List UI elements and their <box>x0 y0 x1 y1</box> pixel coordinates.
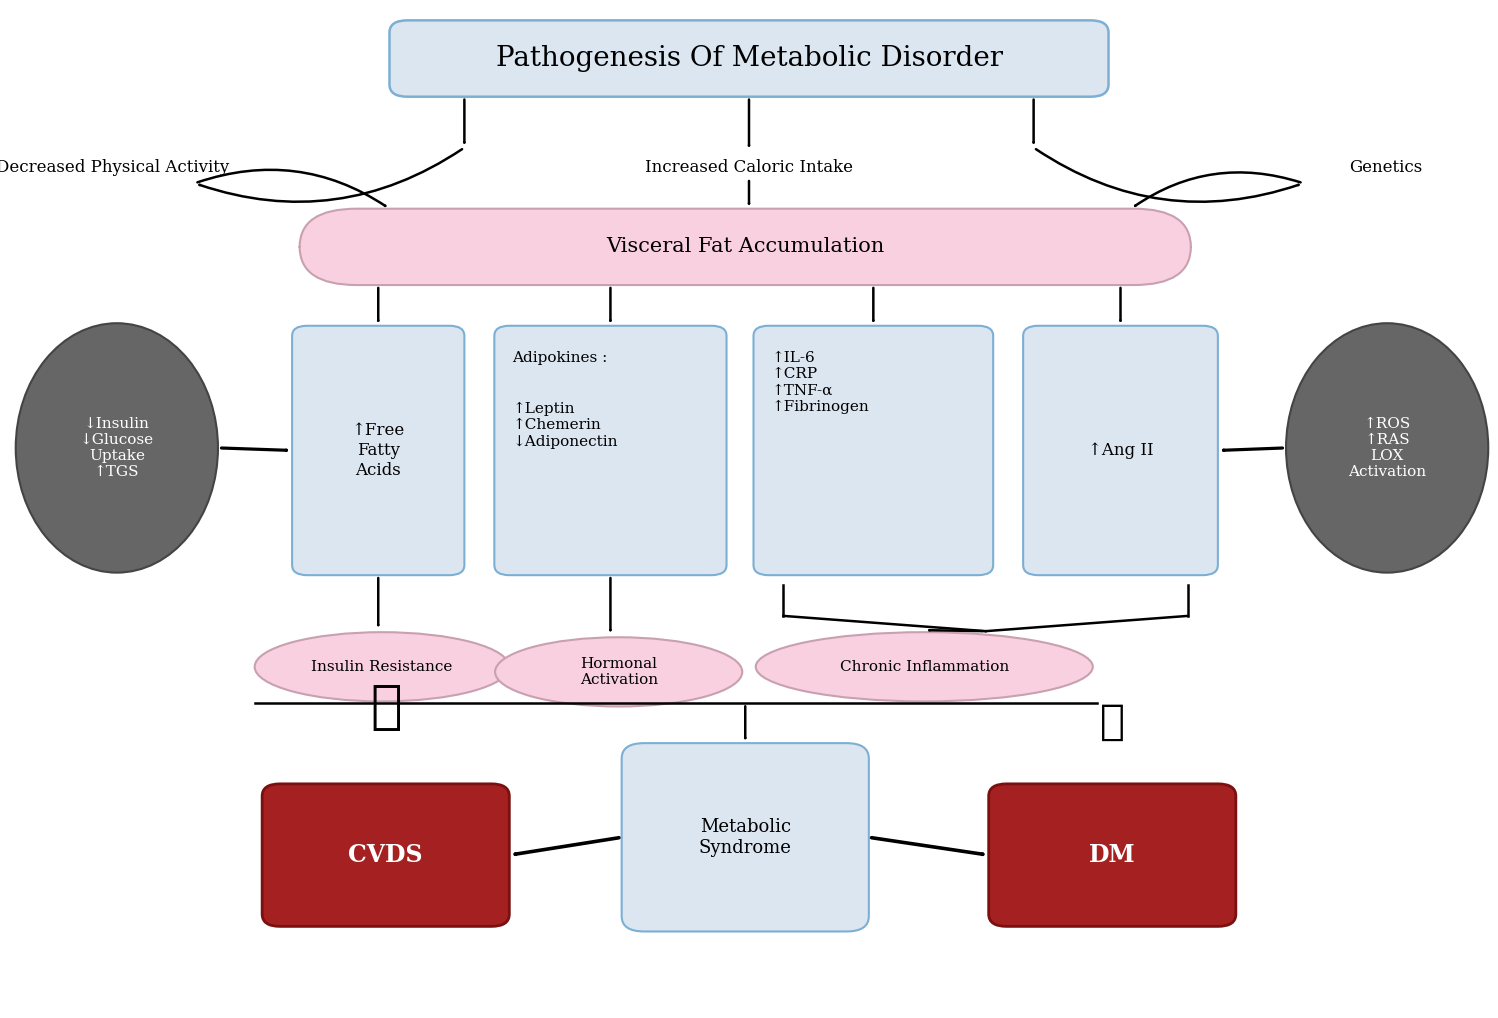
Text: Increased Caloric Intake: Increased Caloric Intake <box>646 160 852 176</box>
Text: Visceral Fat Accumulation: Visceral Fat Accumulation <box>607 237 884 257</box>
Text: Genetics: Genetics <box>1350 160 1422 176</box>
Ellipse shape <box>255 632 509 701</box>
FancyBboxPatch shape <box>1023 326 1218 575</box>
FancyBboxPatch shape <box>753 326 993 575</box>
Ellipse shape <box>494 637 743 706</box>
FancyBboxPatch shape <box>292 326 464 575</box>
FancyBboxPatch shape <box>262 784 509 926</box>
Text: ↑Leptin
↑Chemerin
↓Adiponectin: ↑Leptin ↑Chemerin ↓Adiponectin <box>512 402 617 449</box>
Text: Adipokines :: Adipokines : <box>512 351 608 365</box>
Text: DM: DM <box>1089 843 1135 867</box>
Text: Hormonal
Activation: Hormonal Activation <box>580 657 658 687</box>
Text: ↓Insulin
↓Glucose
Uptake
↑TGS: ↓Insulin ↓Glucose Uptake ↑TGS <box>79 416 154 479</box>
Text: Decreased Physical Activity: Decreased Physical Activity <box>0 160 229 176</box>
Ellipse shape <box>755 632 1094 701</box>
Ellipse shape <box>1285 324 1489 572</box>
FancyBboxPatch shape <box>989 784 1236 926</box>
Text: 🫀: 🫀 <box>370 681 401 733</box>
Text: Metabolic
Syndrome: Metabolic Syndrome <box>700 817 791 857</box>
Text: ↑Ang II: ↑Ang II <box>1088 442 1153 459</box>
Ellipse shape <box>15 324 219 572</box>
Text: ↑Free
Fatty
Acids: ↑Free Fatty Acids <box>352 422 404 478</box>
FancyBboxPatch shape <box>300 209 1191 285</box>
FancyBboxPatch shape <box>389 20 1109 97</box>
Text: 📟: 📟 <box>1100 701 1125 743</box>
Text: ↑ROS
↑RAS
LOX
Activation: ↑ROS ↑RAS LOX Activation <box>1348 416 1426 479</box>
Text: Insulin Resistance: Insulin Resistance <box>312 660 452 674</box>
FancyBboxPatch shape <box>622 743 869 931</box>
Text: ↑IL-6
↑CRP
↑TNF-α
↑Fibrinogen: ↑IL-6 ↑CRP ↑TNF-α ↑Fibrinogen <box>771 351 869 414</box>
Text: CVDS: CVDS <box>349 843 422 867</box>
Text: Chronic Inflammation: Chronic Inflammation <box>840 660 1008 674</box>
FancyBboxPatch shape <box>494 326 727 575</box>
Text: Pathogenesis Of Metabolic Disorder: Pathogenesis Of Metabolic Disorder <box>496 45 1002 72</box>
